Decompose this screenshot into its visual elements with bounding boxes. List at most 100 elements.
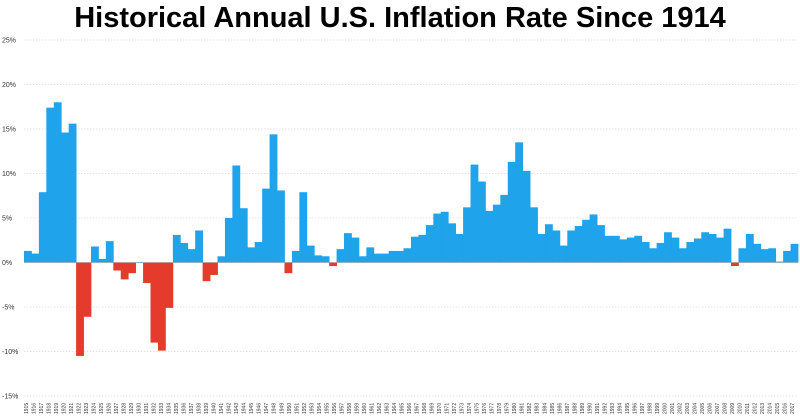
x-tick-label: 1947 xyxy=(264,403,270,414)
x-tick-label: 1976 xyxy=(482,403,488,414)
x-tick-label: 1931 xyxy=(144,403,150,414)
x-tick-label: 1973 xyxy=(460,403,466,414)
x-tick-label: 1980 xyxy=(512,403,518,414)
x-tick-label: 2002 xyxy=(678,403,684,414)
x-tick-label: 2017 xyxy=(790,403,796,414)
x-tick-label: 1978 xyxy=(497,403,503,414)
year-bar xyxy=(38,192,47,263)
x-tick-label: 1999 xyxy=(655,403,661,414)
year-bar xyxy=(120,262,129,280)
year-bar xyxy=(537,234,546,263)
x-tick-label: 2009 xyxy=(730,403,736,414)
year-bar xyxy=(708,234,717,263)
year-bar xyxy=(217,256,226,263)
x-tick-label: 1983 xyxy=(535,403,541,414)
year-bar xyxy=(507,161,516,263)
x-tick-label: 2000 xyxy=(662,403,668,414)
x-tick-label: 1935 xyxy=(174,403,180,414)
x-tick-label: 1924 xyxy=(91,403,97,414)
x-tick-label: 1997 xyxy=(640,403,646,414)
year-bar xyxy=(790,243,799,263)
x-tick-label: 1920 xyxy=(61,403,67,414)
x-axis-labels: 1915 1916 1917 1918 1919 1920 1921 1922 1923 1924… xyxy=(24,403,796,414)
x-tick-label: 1933 xyxy=(159,403,165,414)
x-tick-label: 2014 xyxy=(768,403,774,414)
year-bar xyxy=(723,228,732,263)
x-tick-label: 1967 xyxy=(415,403,421,414)
x-tick-label: 1953 xyxy=(309,403,315,414)
chart-title: Historical Annual U.S. Inflation Rate Si… xyxy=(74,2,726,34)
x-tick-label: 1981 xyxy=(520,403,526,414)
year-bar xyxy=(210,262,218,275)
x-tick-label: 2008 xyxy=(723,403,729,414)
year-bar xyxy=(291,250,300,263)
year-bar xyxy=(187,249,196,263)
year-bar xyxy=(299,192,308,263)
x-tick-label: 1971 xyxy=(445,403,451,414)
year-bar xyxy=(671,237,680,263)
x-tick-label: 1940 xyxy=(212,403,218,414)
year-bar xyxy=(351,237,360,263)
y-tick-label: 25% xyxy=(2,38,16,45)
year-bar xyxy=(83,262,92,317)
x-tick-label: 2005 xyxy=(700,403,706,414)
year-bar xyxy=(90,246,99,263)
year-bar xyxy=(559,245,568,263)
y-tick-label: -10% xyxy=(2,349,18,356)
x-tick-label: 1972 xyxy=(452,403,458,414)
x-tick-label: 1968 xyxy=(422,403,428,414)
x-tick-label: 1977 xyxy=(490,403,496,414)
x-tick-label: 1927 xyxy=(114,403,120,414)
year-bar xyxy=(336,249,345,263)
year-bar xyxy=(455,234,464,263)
x-tick-label: 2015 xyxy=(775,403,781,414)
year-bar xyxy=(113,262,122,271)
x-tick-label: 1956 xyxy=(332,403,338,414)
x-tick-label: 1925 xyxy=(99,403,105,414)
x-tick-label: 1919 xyxy=(54,403,60,414)
year-bar xyxy=(381,253,390,263)
x-tick-label: 1969 xyxy=(430,403,436,414)
year-bar xyxy=(46,107,55,263)
year-bar xyxy=(433,213,442,263)
year-bar xyxy=(396,250,404,263)
x-tick-label: 1958 xyxy=(347,403,353,414)
x-tick-label: 2001 xyxy=(670,403,676,414)
year-bar xyxy=(626,237,635,263)
y-tick-label: 10% xyxy=(2,171,16,178)
year-bar xyxy=(254,242,263,263)
year-bar xyxy=(277,190,285,263)
year-bar xyxy=(589,214,598,263)
x-tick-label: 1966 xyxy=(407,403,413,414)
x-tick-label: 1937 xyxy=(189,403,195,414)
year-bar xyxy=(195,230,204,263)
x-tick-label: 1998 xyxy=(647,403,653,414)
year-bar xyxy=(373,253,382,263)
x-tick-label: 2012 xyxy=(753,403,759,414)
year-bar xyxy=(463,207,471,263)
year-bar xyxy=(358,256,367,263)
x-tick-label: 1990 xyxy=(587,403,593,414)
x-tick-label: 1960 xyxy=(362,403,368,414)
year-bar xyxy=(128,262,137,274)
x-tick-label: 1929 xyxy=(129,403,135,414)
year-bar xyxy=(262,188,270,263)
year-bar xyxy=(68,123,77,263)
x-tick-label: 1991 xyxy=(595,403,601,414)
year-bar xyxy=(425,225,434,263)
year-bar xyxy=(418,234,427,263)
year-bar xyxy=(783,250,791,263)
x-tick-label: 2011 xyxy=(745,403,751,414)
x-tick-label: 1957 xyxy=(339,403,345,414)
x-tick-label: 1930 xyxy=(136,403,142,414)
x-tick-label: 2006 xyxy=(708,403,714,414)
x-tick-label: 1944 xyxy=(242,403,248,414)
year-bar xyxy=(693,238,702,263)
year-bar xyxy=(98,258,107,263)
year-bar xyxy=(738,248,747,263)
year-bar xyxy=(604,235,613,263)
x-tick-label: 2010 xyxy=(738,403,744,414)
year-bar xyxy=(731,262,739,267)
y-tick-label: 20% xyxy=(2,82,16,89)
